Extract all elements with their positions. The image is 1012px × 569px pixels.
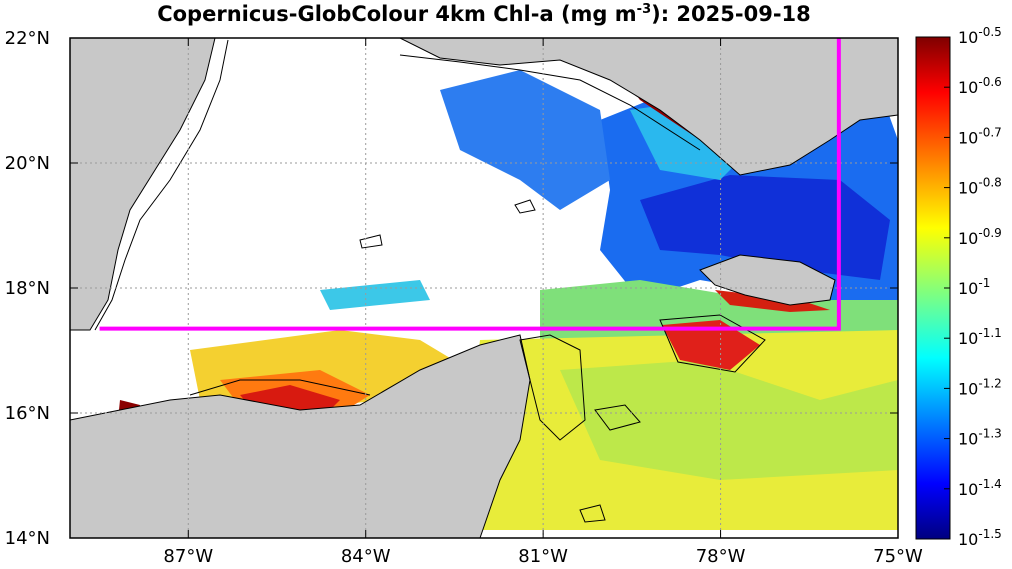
cayman-cyan (320, 280, 430, 310)
lon-label-2: 81°W (518, 546, 568, 567)
lon-label-4: 75°W (873, 546, 923, 567)
contour-yucatan-shelf (94, 39, 229, 331)
central-america-land (70, 334, 531, 538)
lon-label-3: 78°W (696, 546, 746, 567)
cuba-land (399, 38, 898, 176)
bathymetry-contours (94, 39, 766, 523)
axis-ticks (70, 37, 899, 539)
colorbar-label-3: 10-0.8 (958, 176, 1002, 198)
contour-cuba-shelf (399, 54, 701, 151)
grid-lines (70, 38, 898, 538)
map-title: Copernicus-GlobColour 4km Chl-a (mg m-3)… (70, 2, 898, 26)
lat-label-0: 22°N (5, 28, 50, 49)
lon-label-1: 84°W (341, 546, 391, 567)
colorbar-label-5: 10-1 (958, 276, 990, 298)
contour-cayman-1 (359, 234, 383, 249)
title-prefix: Copernicus-GlobColour 4km Chl-a (mg m (157, 2, 637, 26)
lat-label-2: 18°N (5, 278, 50, 299)
scattered-blue-north (440, 70, 610, 210)
colorbar-label-7: 10-1.2 (958, 376, 1002, 398)
colorbar-label-8: 10-1.3 (958, 427, 1002, 449)
lat-label-3: 16°N (5, 403, 50, 424)
axis-labels: 87°W 84°W 81°W 78°W 75°W 22°N 20°N 18°N 16°N 14°N (5, 28, 923, 567)
contour-nicaragua-rise (519, 334, 586, 441)
colorbar-label-4: 10-0.9 (958, 226, 1002, 248)
region-box (99, 38, 841, 331)
title-exponent: -3 (636, 2, 652, 17)
colorbar-label-6: 10-1.1 (958, 326, 1002, 348)
contour-seamount-2 (579, 504, 606, 523)
lon-label-0: 87°W (163, 546, 213, 567)
colorbar-label-10: 10-1.5 (958, 527, 1002, 549)
contour-cayman-2 (514, 199, 536, 214)
plot-area (70, 38, 898, 538)
lat-label-1: 20°N (5, 153, 50, 174)
contour-honduras-shelf (189, 379, 371, 396)
title-suffix: ): 2025-09-18 (651, 2, 811, 26)
colorbar-label-2: 10-0.7 (958, 125, 1002, 147)
colorbar-ticks: 10-0.5 10-0.6 10-0.7 10-0.8 10-0.9 10-1 10-1.1… (944, 25, 1002, 549)
colorbar-label-0: 10-0.5 (958, 25, 1002, 47)
yellow-green-mix (560, 360, 898, 480)
contour-seamount-1 (594, 404, 641, 431)
colorbar-label-1: 10-0.6 (958, 75, 1002, 97)
lat-label-4: 14°N (5, 528, 50, 549)
contour-pedro-bank (659, 314, 766, 373)
low-chl-deep-blue-region (640, 175, 890, 280)
pedro-bank-red (662, 320, 760, 370)
colorbar-label-9: 10-1.4 (958, 477, 1002, 499)
yucatan-land (70, 38, 216, 331)
land-masses (70, 38, 898, 538)
